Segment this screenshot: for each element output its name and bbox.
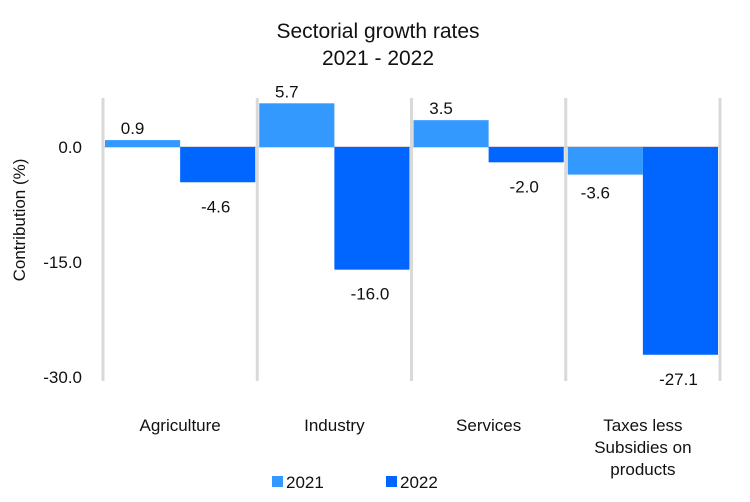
data-label: -27.1 xyxy=(659,370,698,389)
bar-2022-0 xyxy=(180,147,256,183)
bar-2022-3 xyxy=(642,147,718,355)
legend-label: 2021 xyxy=(286,473,324,492)
bar-2021-1 xyxy=(259,103,335,147)
chart-title: Sectorial growth rates xyxy=(276,20,479,43)
bar-2021-3 xyxy=(567,147,643,175)
y-tick-label: -30.0 xyxy=(43,368,82,387)
category-label: Agriculture xyxy=(139,416,220,435)
legend-swatch-2021 xyxy=(272,476,283,487)
data-label: 0.9 xyxy=(121,119,145,138)
category-label: Subsidies on xyxy=(594,438,691,457)
bar-2021-0 xyxy=(105,140,181,147)
bar-2021-2 xyxy=(413,120,489,147)
y-tick-label: -15.0 xyxy=(43,253,82,272)
data-label: -2.0 xyxy=(510,177,539,196)
data-label: -3.6 xyxy=(581,184,610,203)
data-label: -4.6 xyxy=(201,197,230,216)
data-label: -16.0 xyxy=(351,285,390,304)
y-tick-label: 0.0 xyxy=(58,138,82,157)
chart-subtitle: 2021 - 2022 xyxy=(322,47,434,70)
data-label: 5.7 xyxy=(275,82,299,101)
category-label: Services xyxy=(456,416,521,435)
y-axis-label: Contribution (%) xyxy=(10,159,29,282)
category-label: Industry xyxy=(304,416,365,435)
bar-2022-2 xyxy=(488,147,564,163)
data-label: 3.5 xyxy=(429,99,453,118)
category-label: products xyxy=(610,460,675,479)
legend-swatch-2022 xyxy=(386,476,397,487)
category-label: Taxes less xyxy=(603,416,682,435)
legend-label: 2022 xyxy=(400,473,438,492)
bar-2022-1 xyxy=(334,147,410,270)
